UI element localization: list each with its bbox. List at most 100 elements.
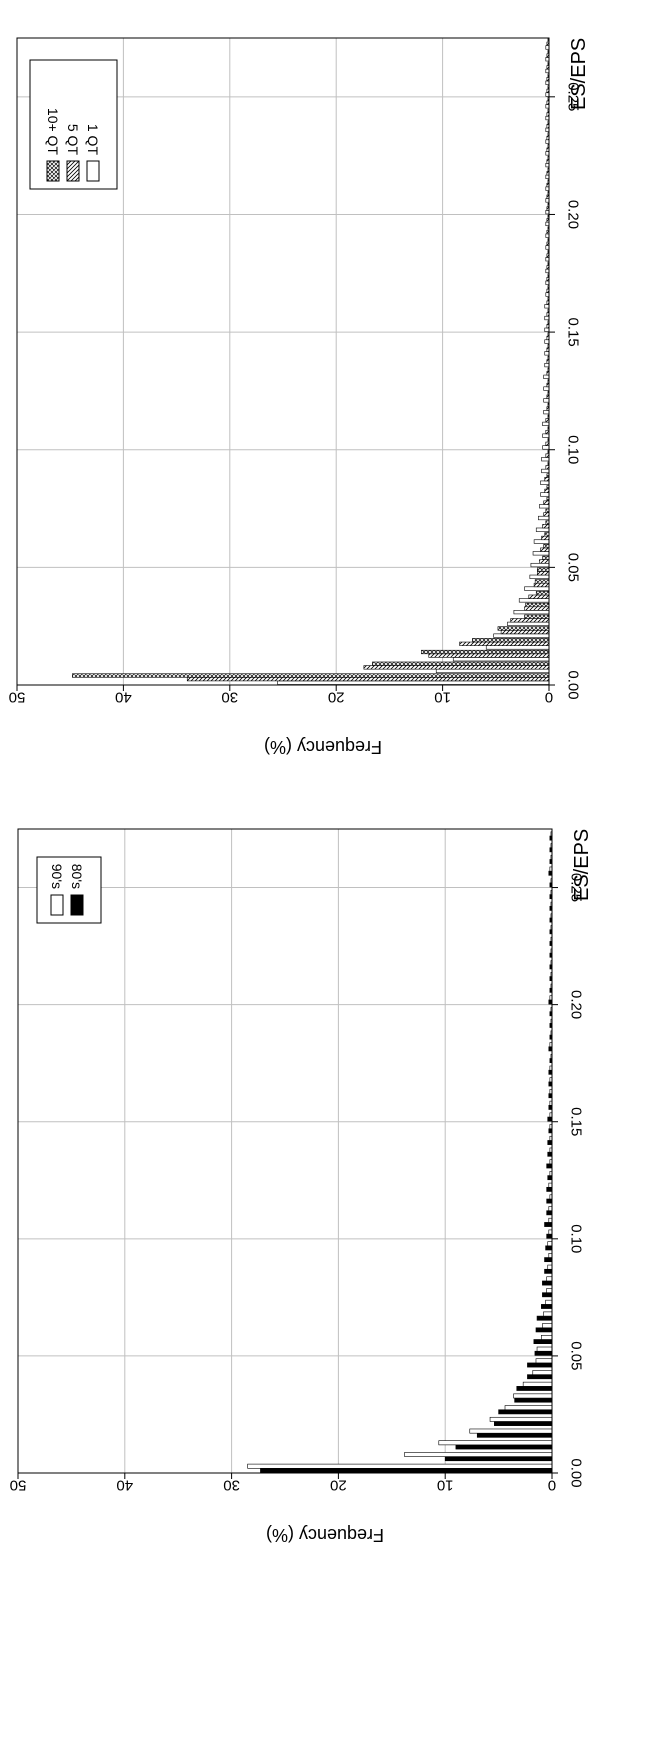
- bar: [489, 1416, 553, 1422]
- tick-label-es-eps: 0.20: [565, 200, 582, 229]
- bar: [542, 433, 550, 438]
- bar: [535, 1358, 553, 1364]
- bar: [493, 633, 550, 638]
- bar: [540, 492, 550, 497]
- tick-label-frequency: 50: [9, 689, 26, 706]
- bar: [536, 571, 550, 576]
- bar: [535, 527, 550, 532]
- bar: [540, 480, 550, 485]
- tick-label-es-eps: 0.10: [568, 1224, 585, 1253]
- bar: [533, 582, 550, 588]
- bar: [518, 598, 550, 603]
- bar: [547, 1151, 553, 1157]
- legend-label: 90's: [49, 864, 65, 889]
- bar: [372, 661, 550, 666]
- chart-bottom-quarters-comparison: 0 10 20 30 40 50 0.00 0.05 0.10 0.15 0.20 0.25ES/EP…: [9, 37, 590, 757]
- bar: [500, 629, 550, 635]
- bar: [544, 532, 550, 537]
- legend-swatch: [86, 160, 100, 182]
- bar: [247, 1463, 553, 1469]
- tick-label-frequency: 30: [223, 1477, 240, 1494]
- tick-label-frequency: 20: [328, 689, 345, 706]
- bar: [543, 544, 550, 549]
- bar: [545, 1245, 553, 1251]
- bar: [513, 610, 550, 615]
- bar: [538, 515, 550, 521]
- bar: [535, 1327, 553, 1333]
- bar: [513, 1393, 553, 1399]
- bar: [532, 1370, 553, 1375]
- bar: [542, 1323, 553, 1329]
- bar: [535, 591, 550, 596]
- bar: [528, 594, 550, 599]
- tick-label-frequency: 40: [116, 1477, 133, 1494]
- bar: [544, 351, 550, 356]
- bar: [485, 645, 550, 650]
- tick-label-es-eps: 0.25: [565, 82, 582, 111]
- bar: [363, 665, 550, 670]
- tick-label-es-eps: 0.25: [568, 873, 585, 902]
- chart-top-decade-comparison: 0 10 20 30 40 50 0.00 0.05 0.10 0.15 0.20 0.25ES/EP…: [10, 828, 593, 1545]
- bar: [547, 1175, 553, 1181]
- bar: [543, 398, 550, 403]
- bar: [277, 680, 550, 685]
- bar: [527, 1374, 553, 1380]
- bar: [543, 374, 550, 379]
- bar: [546, 1233, 553, 1239]
- tick-label-frequency: 30: [221, 689, 238, 706]
- bar: [421, 649, 550, 655]
- bar: [532, 551, 550, 556]
- bar: [444, 1456, 553, 1462]
- bar: [524, 586, 550, 591]
- bar: [541, 1335, 553, 1340]
- y-axis-title: Frequency (%): [264, 737, 382, 757]
- tick-label-es-eps: 0.00: [568, 1458, 585, 1487]
- tick-label-frequency: 10: [434, 689, 451, 706]
- bar: [542, 445, 550, 450]
- bar: [546, 1210, 553, 1216]
- bar: [514, 1397, 553, 1403]
- bar: [435, 668, 550, 674]
- bar: [541, 468, 550, 474]
- bar: [525, 602, 550, 608]
- bar: [541, 1304, 553, 1309]
- legend-label: 5 QT: [65, 124, 81, 156]
- bar: [533, 1339, 553, 1344]
- bar: [544, 315, 550, 321]
- bar: [534, 1350, 553, 1356]
- bar: [542, 421, 550, 427]
- y-axis-title: Frequency (%): [266, 1525, 384, 1545]
- legend-swatch: [66, 160, 80, 182]
- bar: [544, 327, 550, 332]
- legend-label: 80's: [69, 864, 85, 889]
- legend-swatch: [50, 894, 64, 916]
- bar: [72, 673, 550, 678]
- legend-swatch: [70, 894, 84, 916]
- tick-label-frequency: 40: [115, 689, 132, 706]
- tick-label-frequency: 0: [545, 689, 553, 706]
- bar: [260, 1468, 553, 1473]
- tick-label-es-eps: 0.05: [565, 553, 582, 582]
- bar: [494, 1421, 553, 1426]
- bar: [524, 606, 550, 611]
- bar: [540, 547, 550, 552]
- bar: [541, 535, 550, 541]
- bar: [546, 1198, 553, 1204]
- bar: [544, 477, 550, 482]
- tick-label-frequency: 10: [437, 1477, 454, 1494]
- tick-label-es-eps: 0.20: [568, 990, 585, 1019]
- bar: [533, 539, 550, 544]
- bar: [472, 638, 550, 643]
- bar: [546, 1163, 553, 1169]
- bar: [547, 1140, 553, 1145]
- bar: [547, 1264, 553, 1270]
- bar: [546, 1288, 553, 1293]
- x-axis-title: ES/EPS: [568, 38, 590, 110]
- bar: [539, 559, 550, 564]
- legend-label: 1 QT: [85, 124, 101, 156]
- bar: [536, 1346, 553, 1352]
- bar: [404, 1452, 553, 1457]
- bar: [522, 1381, 553, 1387]
